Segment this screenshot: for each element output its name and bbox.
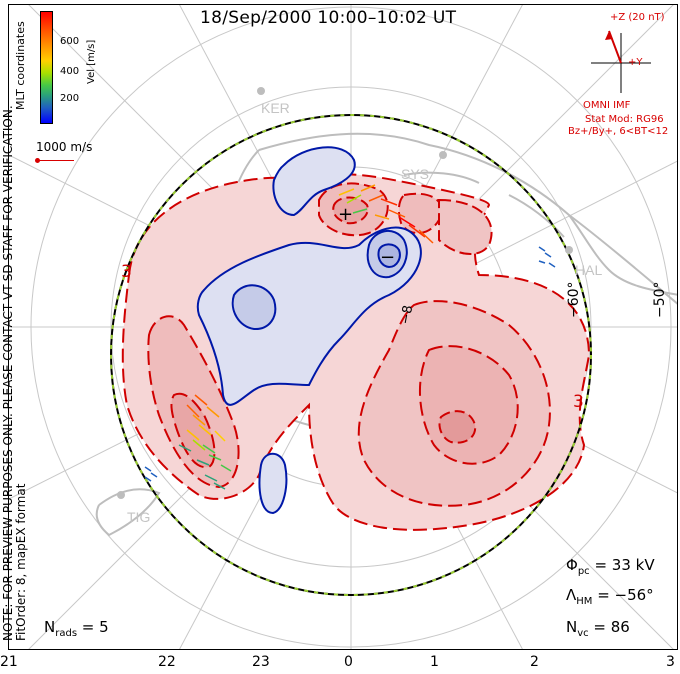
mlt-tick-23: 23 [252,654,270,670]
coordinates-label: MLT coordinates [14,21,27,110]
contour-label-dusk: 3 [121,262,132,282]
stat-lambda-hm-value: −56° [614,586,654,604]
station-tig: TIG [127,509,150,525]
hm-boundary-dash [110,114,592,596]
stat-n-vc: Nvc = 86 [566,618,630,639]
reference-vector-dot [35,158,40,163]
station-sys: SYS [401,166,429,182]
latitude-label-50: −50° [652,281,668,318]
potential-max-marker: + [338,204,353,225]
velocity-vectors-dusk [178,394,232,490]
imf-source: OMNI IMF [583,100,631,111]
stat-lambda-hm: ΛHM = −56° [566,586,654,607]
fit-order-label: FitOrder: 8, mapEX format [14,483,28,641]
velocity-vectors-small [144,246,556,482]
mlt-tick-1: 1 [430,654,439,670]
station-markers [117,87,573,499]
contour-label-center: −8 [398,304,416,325]
mlt-tick-3: 3 [666,654,675,670]
stat-phi-pc: Φpc = 33 kV [566,556,655,577]
imf-scale-label: +Z (20 nT) [610,12,665,23]
velocity-colorbar [40,11,53,124]
mlt-tick-2: 2 [530,654,539,670]
stat-n-vc-value: 86 [610,618,630,636]
imf-model: Stat Mod: RG96 [585,114,664,125]
stat-n-rads: Nrads = 5 [44,618,109,639]
convection-map: KER SYS HAL TIG [9,5,677,649]
imf-y-label: +Y [628,57,643,68]
stat-n-rads-value: 5 [99,618,109,636]
reference-vector [38,160,74,161]
mlt-tick-21: 21 [0,654,18,670]
stat-phi-pc-value: 33 kV [611,556,655,574]
potential-min-marker: − [380,247,395,268]
latitude-label-60: −60° [566,281,582,318]
imf-dial [591,30,651,93]
positive-cell [121,173,591,531]
colorbar-tick-600: 600 [60,36,80,47]
colorbar-tick-200: 200 [60,93,80,104]
map-frame: KER SYS HAL TIG [8,4,678,650]
imf-condition: Bz+/By+, 6<BT<12 [568,126,669,137]
colorbar-label: Vel [m/s] [86,39,97,84]
map-title: 18/Sep/2000 10:00–10:02 UT [200,8,457,28]
reference-vector-label: 1000 m/s [36,140,93,154]
mlt-tick-0: 0 [344,654,353,670]
colorbar-tick-400: 400 [60,66,80,77]
velocity-vectors-noon [338,184,434,244]
station-ker: KER [261,100,290,116]
contour-label-dawn: 3 [573,392,584,412]
station-hal: HAL [575,262,602,278]
negative-cell [196,146,422,515]
mlt-tick-22: 22 [158,654,176,670]
